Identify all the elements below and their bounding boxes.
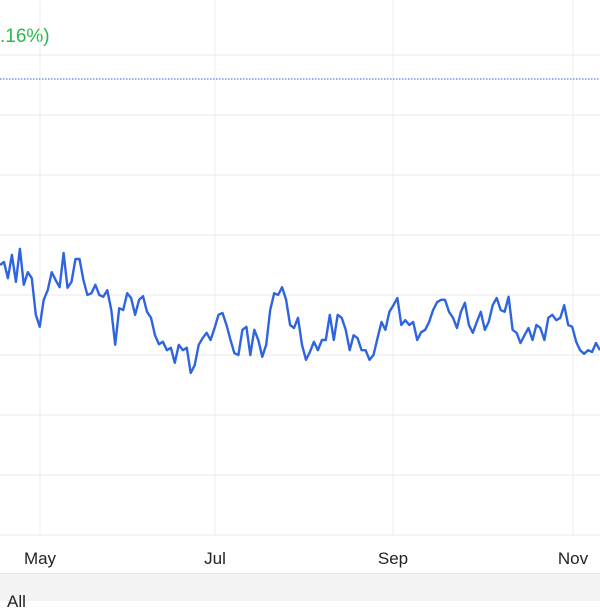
range-all-button[interactable]: All (7, 592, 26, 611)
price-change-percent: .16%) (0, 26, 50, 47)
x-tick-label: Nov (558, 549, 589, 568)
x-tick-label: Sep (378, 549, 408, 568)
price-line (0, 247, 600, 375)
x-tick-label: Jul (204, 549, 226, 568)
range-selector-bar: All (0, 573, 600, 611)
price-chart: May Jul Sep Nov (0, 0, 600, 568)
x-tick-label: May (24, 549, 57, 568)
